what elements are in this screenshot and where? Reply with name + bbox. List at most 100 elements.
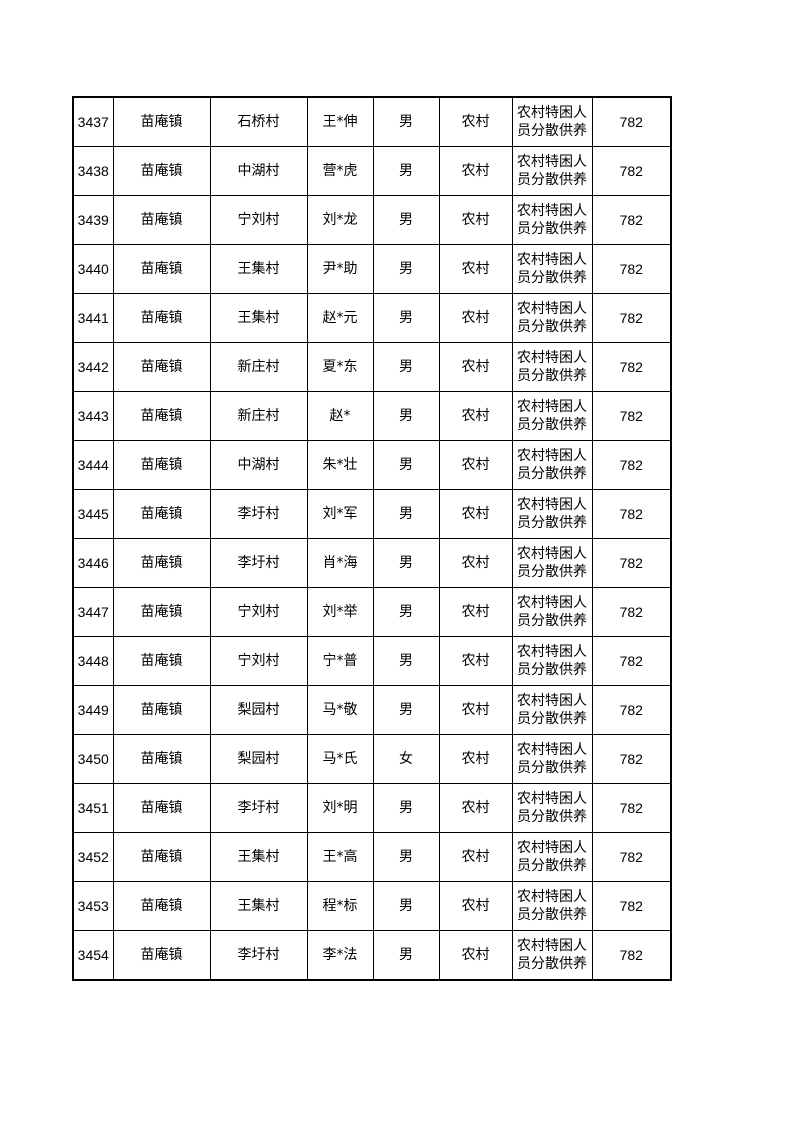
cell-support-type: 农村特困人员分散供养 xyxy=(511,587,593,637)
table-row: 3442 苗庵镇 新庄村 夏*东男农村 农村特困人员分散供养 782 xyxy=(72,342,672,392)
cell-town: 苗庵镇 xyxy=(112,244,211,294)
table-row: 3448 苗庵镇 宁刘村 宁*普男农村 农村特困人员分散供养 782 xyxy=(72,636,672,686)
cell-support-type: 农村特困人员分散供养 xyxy=(511,538,593,588)
cell-area: 农村 xyxy=(438,96,513,147)
cell-name: 王*伸 xyxy=(306,96,374,147)
cell-town: 苗庵镇 xyxy=(112,881,211,931)
cell-gender: 男 xyxy=(372,881,440,931)
cell-town: 苗庵镇 xyxy=(112,538,211,588)
cell-area: 农村 xyxy=(438,489,513,539)
cell-village: 梨园村 xyxy=(209,734,308,784)
cell-gender: 男 xyxy=(372,587,440,637)
cell-row-number: 3448 xyxy=(72,636,114,686)
records-table: 3437 苗庵镇 石桥村 王*伸男农村 农村特困人员分散供养 782 3438 苗庵镇 中湖村营… xyxy=(72,96,672,981)
cell-name: 李*法 xyxy=(306,930,374,981)
cell-area: 农村 xyxy=(438,587,513,637)
cell-name: 程*标 xyxy=(306,881,374,931)
cell-village: 新庄村 xyxy=(209,391,308,441)
cell-name: 马*氏 xyxy=(306,734,374,784)
cell-amount: 782 xyxy=(591,734,672,784)
cell-gender: 男 xyxy=(372,96,440,147)
cell-row-number: 3443 xyxy=(72,391,114,441)
cell-area: 农村 xyxy=(438,832,513,882)
cell-amount: 782 xyxy=(591,783,672,833)
cell-village: 王集村 xyxy=(209,881,308,931)
cell-name: 刘*军 xyxy=(306,489,374,539)
cell-amount: 782 xyxy=(591,293,672,343)
table-row: 3451 苗庵镇 李圩村 刘*明男农村 农村特困人员分散供养 782 xyxy=(72,783,672,833)
table-row: 3450 苗庵镇 梨园村 马*氏女农村 农村特困人员分散供养 782 xyxy=(72,734,672,784)
cell-support-type: 农村特困人员分散供养 xyxy=(511,881,593,931)
cell-name: 营*虎 xyxy=(306,146,374,196)
table-row: 3440 苗庵镇 王集村 尹*助男农村 农村特困人员分散供养 782 xyxy=(72,244,672,294)
cell-name: 宁*普 xyxy=(306,636,374,686)
cell-row-number: 3451 xyxy=(72,783,114,833)
cell-amount: 782 xyxy=(591,881,672,931)
cell-name: 王*高 xyxy=(306,832,374,882)
cell-support-type: 农村特困人员分散供养 xyxy=(511,146,593,196)
cell-row-number: 3450 xyxy=(72,734,114,784)
cell-row-number: 3452 xyxy=(72,832,114,882)
cell-gender: 男 xyxy=(372,489,440,539)
cell-support-type: 农村特困人员分散供养 xyxy=(511,440,593,490)
table-row: 3439 苗庵镇 宁刘村 刘*龙男农村 农村特困人员分散供养 782 xyxy=(72,195,672,245)
cell-amount: 782 xyxy=(591,587,672,637)
cell-support-type: 农村特困人员分散供养 xyxy=(511,195,593,245)
cell-area: 农村 xyxy=(438,685,513,735)
cell-town: 苗庵镇 xyxy=(112,587,211,637)
cell-town: 苗庵镇 xyxy=(112,783,211,833)
cell-row-number: 3442 xyxy=(72,342,114,392)
cell-support-type: 农村特困人员分散供养 xyxy=(511,734,593,784)
cell-gender: 男 xyxy=(372,146,440,196)
cell-support-type: 农村特困人员分散供养 xyxy=(511,489,593,539)
cell-area: 农村 xyxy=(438,440,513,490)
cell-town: 苗庵镇 xyxy=(112,146,211,196)
cell-name: 尹*助 xyxy=(306,244,374,294)
cell-support-type: 农村特困人员分散供养 xyxy=(511,832,593,882)
cell-town: 苗庵镇 xyxy=(112,636,211,686)
table-row: 3443 苗庵镇 新庄村 赵* 男农村 农村特困人员分散供养 782 xyxy=(72,391,672,441)
cell-gender: 男 xyxy=(372,244,440,294)
table-row: 3441 苗庵镇 王集村 赵*元男农村 农村特困人员分散供养 782 xyxy=(72,293,672,343)
table-row: 3447 苗庵镇 宁刘村 刘*举男农村 农村特困人员分散供养 782 xyxy=(72,587,672,637)
cell-area: 农村 xyxy=(438,195,513,245)
cell-village: 宁刘村 xyxy=(209,587,308,637)
cell-row-number: 3440 xyxy=(72,244,114,294)
cell-name: 夏*东 xyxy=(306,342,374,392)
cell-area: 农村 xyxy=(438,783,513,833)
cell-support-type: 农村特困人员分散供养 xyxy=(511,636,593,686)
cell-gender: 男 xyxy=(372,783,440,833)
cell-amount: 782 xyxy=(591,685,672,735)
cell-name: 刘*明 xyxy=(306,783,374,833)
cell-area: 农村 xyxy=(438,734,513,784)
cell-area: 农村 xyxy=(438,636,513,686)
cell-town: 苗庵镇 xyxy=(112,293,211,343)
table-row: 3437 苗庵镇 石桥村 王*伸男农村 农村特困人员分散供养 782 xyxy=(72,96,672,147)
cell-support-type: 农村特困人员分散供养 xyxy=(511,930,593,981)
cell-name: 刘*举 xyxy=(306,587,374,637)
cell-village: 王集村 xyxy=(209,832,308,882)
cell-row-number: 3441 xyxy=(72,293,114,343)
cell-name: 赵*元 xyxy=(306,293,374,343)
cell-row-number: 3438 xyxy=(72,146,114,196)
cell-town: 苗庵镇 xyxy=(112,96,211,147)
cell-row-number: 3446 xyxy=(72,538,114,588)
cell-gender: 男 xyxy=(372,538,440,588)
cell-village: 宁刘村 xyxy=(209,636,308,686)
cell-support-type: 农村特困人员分散供养 xyxy=(511,391,593,441)
cell-amount: 782 xyxy=(591,538,672,588)
cell-name: 马*敬 xyxy=(306,685,374,735)
cell-name: 肖*海 xyxy=(306,538,374,588)
cell-row-number: 3444 xyxy=(72,440,114,490)
cell-village: 中湖村 xyxy=(209,440,308,490)
cell-village: 王集村 xyxy=(209,244,308,294)
cell-row-number: 3449 xyxy=(72,685,114,735)
cell-area: 农村 xyxy=(438,930,513,981)
cell-gender: 男 xyxy=(372,195,440,245)
cell-gender: 男 xyxy=(372,440,440,490)
cell-amount: 782 xyxy=(591,195,672,245)
cell-area: 农村 xyxy=(438,146,513,196)
cell-village: 李圩村 xyxy=(209,489,308,539)
cell-gender: 男 xyxy=(372,636,440,686)
table-row: 3445 苗庵镇 李圩村 刘*军男农村 农村特困人员分散供养 782 xyxy=(72,489,672,539)
